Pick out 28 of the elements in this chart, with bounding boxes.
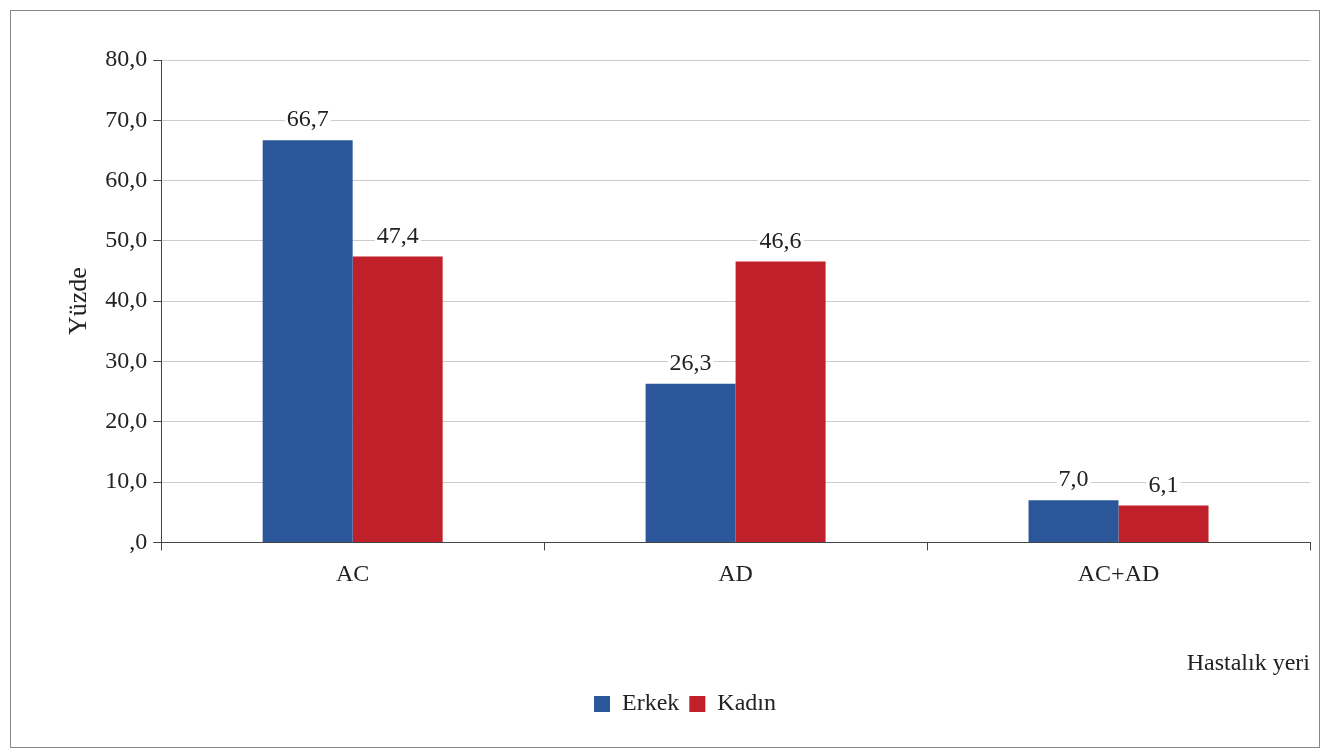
data-label: 66,7 [286,105,329,132]
y-tick-label: 70,0 [105,105,148,132]
bar [645,383,736,542]
data-label: 6,1 [1148,470,1179,497]
data-label: 26,3 [669,349,712,376]
bar [1118,505,1209,542]
x-tick-label: AC+AD [1077,560,1160,587]
data-label: 7,0 [1058,465,1089,492]
y-tick-label: 50,0 [105,226,148,253]
bar [735,261,826,542]
x-tick-label: AC [335,560,370,587]
bar [262,140,353,542]
y-tick-label: 80,0 [105,45,148,72]
x-axis-title: Hastalık yeri [1186,648,1311,675]
y-tick-label: 20,0 [105,407,148,434]
legend-label: Erkek [622,689,680,716]
y-tick-label: 30,0 [105,346,148,373]
y-tick-label: 40,0 [105,286,148,313]
y-tick-label: 10,0 [105,467,148,494]
bar [352,256,443,542]
data-label: 46,6 [759,226,802,253]
x-tick-label: AD [718,560,753,587]
y-tick-label: 60,0 [105,165,148,192]
y-axis-title: Yüzde [63,267,93,336]
bar [1028,500,1119,542]
y-tick-label: ,0 [129,527,148,554]
legend-label: Kadın [717,689,776,716]
data-label: 47,4 [376,221,419,248]
